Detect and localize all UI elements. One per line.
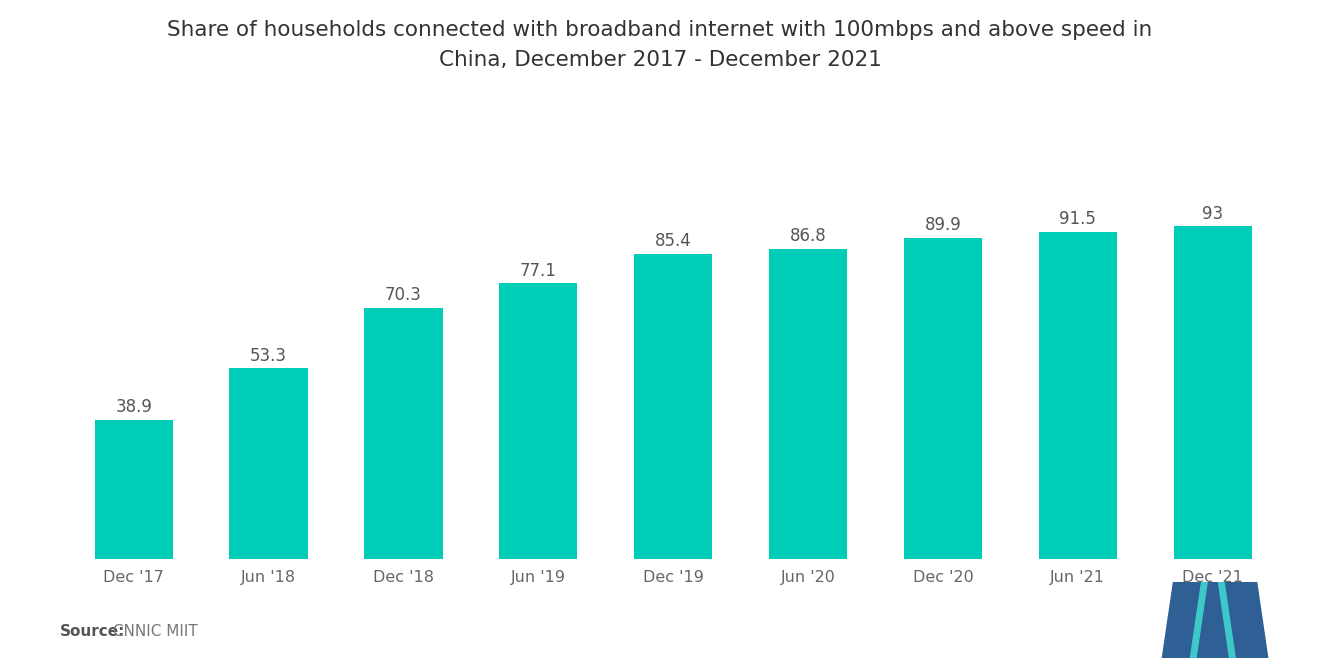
Polygon shape	[1163, 582, 1201, 658]
Polygon shape	[1218, 582, 1236, 658]
Text: Source:: Source:	[59, 624, 125, 639]
Bar	[1039, 232, 1117, 559]
Text: 93: 93	[1203, 205, 1224, 223]
Text: 70.3: 70.3	[385, 286, 422, 304]
Bar	[499, 283, 577, 559]
Text: 38.9: 38.9	[115, 398, 152, 416]
Polygon shape	[1191, 582, 1208, 658]
Bar	[1173, 227, 1251, 559]
Bar	[95, 420, 173, 559]
Text: 53.3: 53.3	[249, 346, 286, 364]
Bar	[634, 253, 713, 559]
Text: 91.5: 91.5	[1060, 210, 1096, 228]
Text: 85.4: 85.4	[655, 232, 692, 250]
Bar	[230, 368, 308, 559]
Bar	[770, 249, 847, 559]
Text: 89.9: 89.9	[924, 216, 961, 234]
Bar	[364, 307, 442, 559]
Polygon shape	[1185, 582, 1230, 658]
Polygon shape	[1222, 582, 1267, 658]
Bar	[904, 237, 982, 559]
Text: 77.1: 77.1	[520, 262, 557, 280]
Text: Share of households connected with broadband internet with 100mbps and above spe: Share of households connected with broad…	[168, 20, 1152, 70]
Text: CNNIC MIIT: CNNIC MIIT	[108, 624, 198, 639]
Text: 86.8: 86.8	[789, 227, 826, 245]
